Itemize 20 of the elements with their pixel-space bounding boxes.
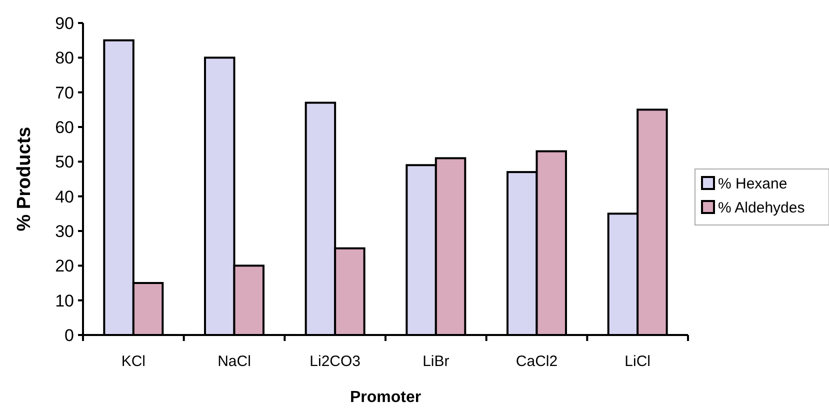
y-tick-label: 70 — [55, 83, 74, 102]
y-tick-label: 50 — [55, 152, 74, 172]
x-tick-label: KCl — [121, 353, 146, 370]
y-tick-label: 30 — [55, 222, 74, 241]
y-tick-label: 0 — [64, 326, 74, 345]
x-tick-label: CaCl2 — [516, 353, 558, 370]
x-tick-label: LiBr — [422, 353, 450, 370]
legend-label: % Hexane — [718, 175, 788, 192]
y-tick-label: 90 — [55, 14, 74, 33]
x-tick-label: Li2CO3 — [310, 353, 361, 370]
y-tick-label: 80 — [55, 48, 74, 68]
y-tick-label: 40 — [55, 187, 74, 206]
x-tick-label: NaCl — [218, 353, 251, 370]
y-tick-label: 20 — [55, 256, 74, 276]
x-tick-label: LiCl — [624, 353, 651, 370]
x-axis-title: Promoter — [350, 389, 422, 406]
y-tick-label: 10 — [55, 291, 74, 310]
legend-label: % Aldehydes — [718, 199, 805, 216]
y-axis-title: % Products — [14, 126, 35, 232]
y-tick-label: 60 — [55, 118, 74, 137]
